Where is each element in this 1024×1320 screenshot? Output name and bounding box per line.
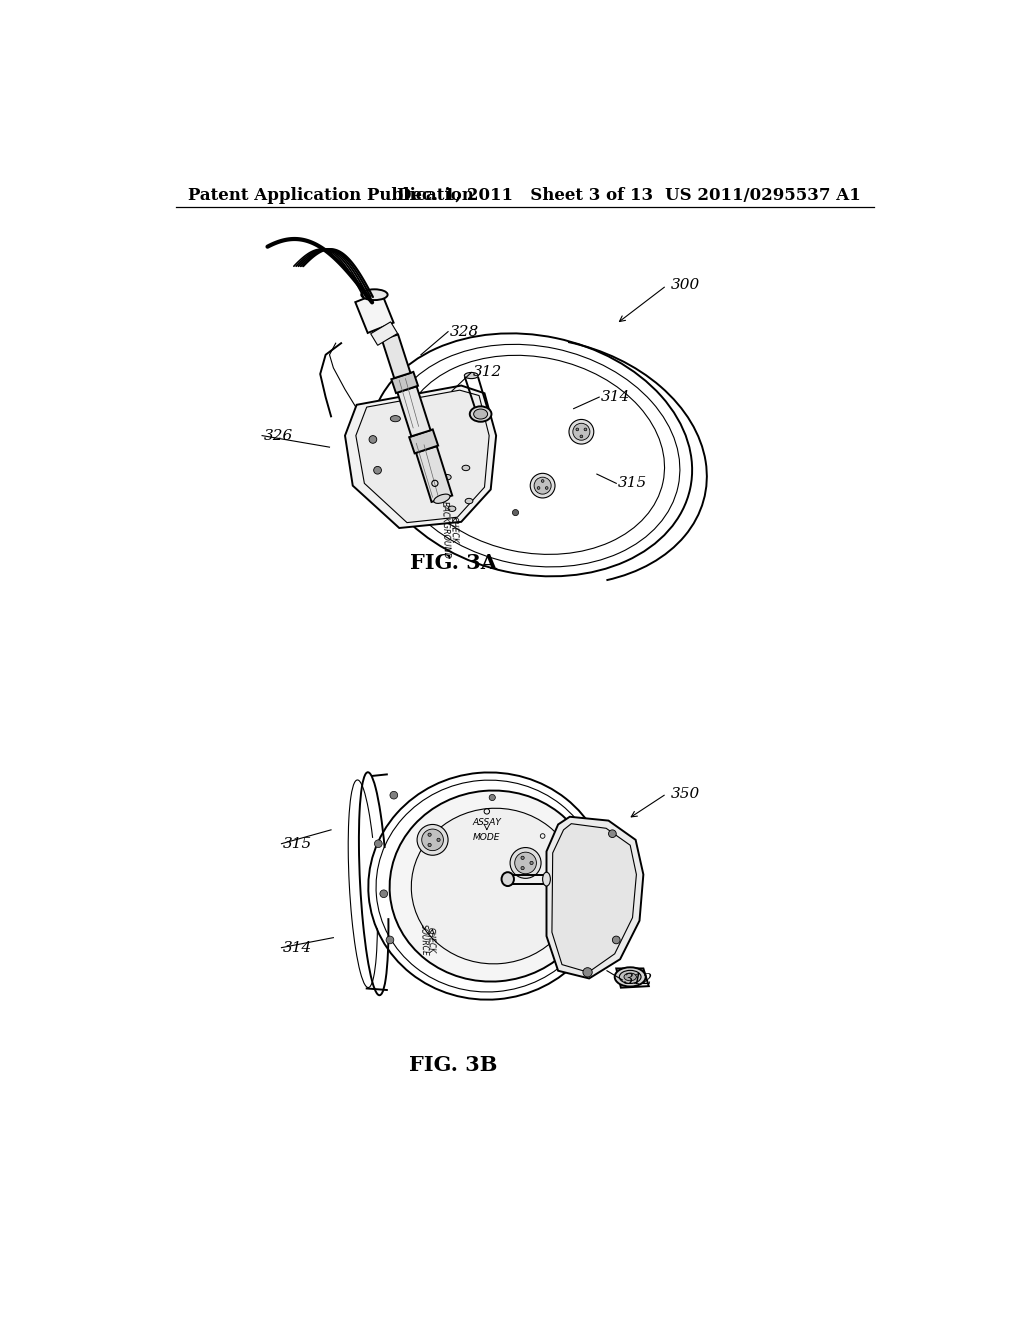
Text: 315: 315 <box>617 477 647 490</box>
Text: 328: 328 <box>450 325 479 339</box>
Ellipse shape <box>422 829 443 850</box>
Polygon shape <box>410 429 438 453</box>
Ellipse shape <box>390 416 400 422</box>
Text: Patent Application Publication: Patent Application Publication <box>188 187 474 203</box>
Ellipse shape <box>462 465 470 471</box>
Circle shape <box>428 833 431 837</box>
Circle shape <box>583 968 592 977</box>
Text: 350: 350 <box>671 787 699 801</box>
Ellipse shape <box>464 372 478 379</box>
Text: 312: 312 <box>473 366 502 379</box>
Ellipse shape <box>361 289 388 300</box>
Circle shape <box>580 436 583 438</box>
Ellipse shape <box>443 474 452 480</box>
Ellipse shape <box>624 973 636 981</box>
Circle shape <box>538 487 540 490</box>
Circle shape <box>612 936 621 944</box>
Ellipse shape <box>465 499 473 504</box>
Text: US 2011/0295537 A1: US 2011/0295537 A1 <box>666 187 861 203</box>
Polygon shape <box>382 334 411 378</box>
Circle shape <box>437 838 440 841</box>
Ellipse shape <box>614 968 646 986</box>
Circle shape <box>386 936 394 944</box>
Ellipse shape <box>389 791 595 982</box>
Ellipse shape <box>417 825 449 855</box>
Text: 300: 300 <box>671 279 699 293</box>
Ellipse shape <box>515 853 537 874</box>
Ellipse shape <box>569 420 594 444</box>
Circle shape <box>586 821 592 828</box>
Ellipse shape <box>530 474 555 498</box>
Ellipse shape <box>510 847 541 878</box>
Polygon shape <box>356 391 489 523</box>
Circle shape <box>521 866 524 870</box>
Text: 314: 314 <box>601 391 630 404</box>
Polygon shape <box>416 446 453 502</box>
Ellipse shape <box>470 407 492 422</box>
Polygon shape <box>371 322 397 346</box>
Ellipse shape <box>543 873 550 886</box>
Circle shape <box>584 428 587 430</box>
Text: ASSAY: ASSAY <box>472 818 502 828</box>
Ellipse shape <box>370 334 692 577</box>
Ellipse shape <box>620 970 641 983</box>
Ellipse shape <box>572 424 590 441</box>
Circle shape <box>369 436 377 444</box>
Text: 326: 326 <box>263 429 293 442</box>
Text: Dec. 1, 2011   Sheet 3 of 13: Dec. 1, 2011 Sheet 3 of 13 <box>396 187 653 203</box>
Text: CHECK: CHECK <box>449 516 459 544</box>
Text: SOURCE: SOURCE <box>419 924 429 956</box>
Circle shape <box>542 479 544 482</box>
Ellipse shape <box>474 409 487 418</box>
Polygon shape <box>397 387 430 437</box>
Polygon shape <box>355 292 393 333</box>
Circle shape <box>512 510 518 516</box>
Circle shape <box>546 487 548 490</box>
Text: 315: 315 <box>283 837 312 850</box>
Polygon shape <box>547 817 643 978</box>
Polygon shape <box>616 969 649 987</box>
Circle shape <box>521 857 524 859</box>
Circle shape <box>575 428 579 430</box>
Ellipse shape <box>434 494 450 503</box>
Text: MODE: MODE <box>473 833 501 842</box>
Text: 312: 312 <box>624 973 653 987</box>
Polygon shape <box>552 824 636 973</box>
Ellipse shape <box>502 873 514 886</box>
Text: CHECK: CHECK <box>425 927 435 953</box>
Text: FIG. 3A: FIG. 3A <box>410 553 497 573</box>
Circle shape <box>428 843 431 846</box>
Circle shape <box>375 840 382 847</box>
Ellipse shape <box>535 478 551 494</box>
Text: FIG. 3B: FIG. 3B <box>410 1055 498 1074</box>
Ellipse shape <box>369 772 608 999</box>
Circle shape <box>374 466 381 474</box>
Circle shape <box>489 795 496 800</box>
Circle shape <box>608 830 616 838</box>
Ellipse shape <box>449 506 456 511</box>
Circle shape <box>390 792 397 799</box>
Polygon shape <box>391 372 418 393</box>
Text: 314: 314 <box>283 941 312 954</box>
Circle shape <box>380 890 388 898</box>
Text: BACKGROUND: BACKGROUND <box>440 500 452 558</box>
Circle shape <box>529 862 534 865</box>
Polygon shape <box>345 385 496 528</box>
Ellipse shape <box>412 808 578 964</box>
